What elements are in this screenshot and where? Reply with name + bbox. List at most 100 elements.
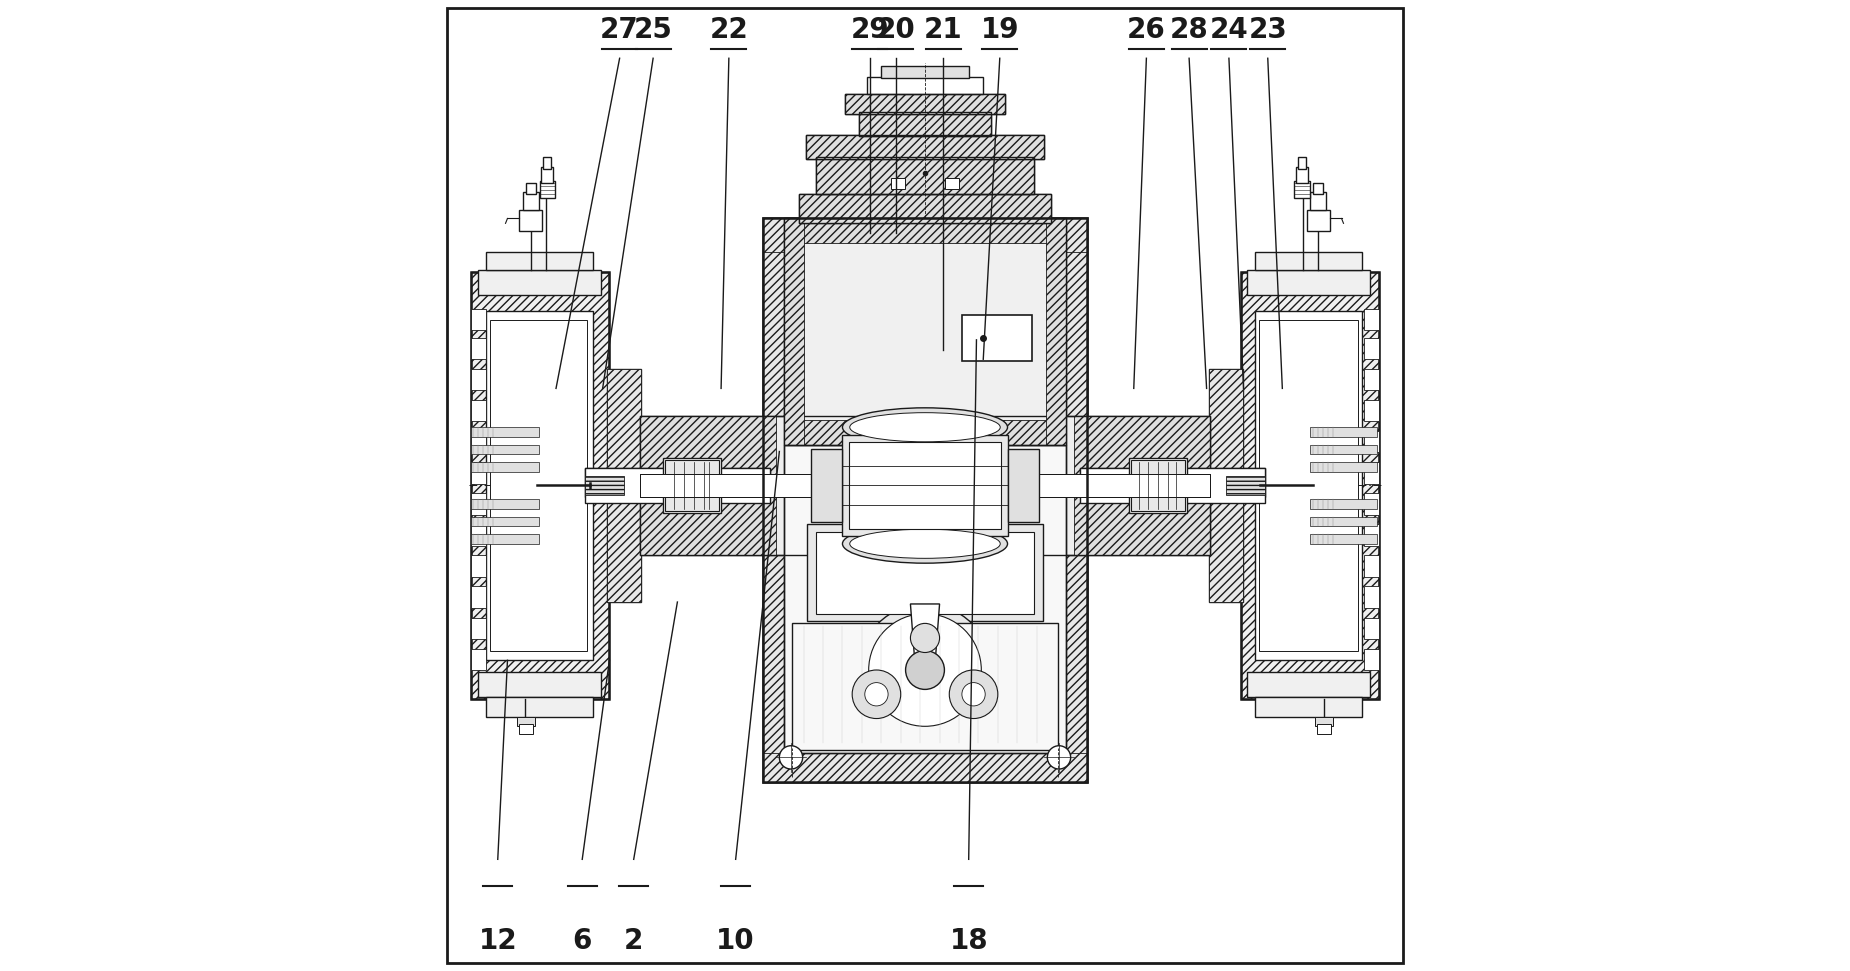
Bar [1363,618,1380,639]
Bar [520,210,542,231]
Bar [1363,524,1380,546]
Bar [1363,309,1380,330]
Text: 29: 29 [851,16,890,44]
Bar [858,112,992,136]
Bar [470,499,538,509]
Bar [470,462,538,472]
Bar [1315,717,1332,726]
Bar [858,112,992,136]
Bar [1363,555,1380,577]
Bar [858,112,992,136]
Bar [1317,724,1330,734]
Bar [1247,270,1369,295]
Circle shape [864,683,888,706]
Bar [640,474,1210,497]
Bar [1363,400,1380,421]
Bar [640,416,1210,555]
Polygon shape [910,604,940,668]
Bar [849,442,1001,529]
Bar [470,369,487,390]
Bar [1310,499,1378,509]
Bar [1254,252,1362,270]
Bar [1008,449,1038,522]
Bar [1060,218,1088,782]
Bar [805,135,1045,159]
Circle shape [853,670,901,719]
Bar [1363,431,1380,452]
Bar [816,157,1034,194]
Bar [1314,183,1323,194]
Circle shape [910,623,940,653]
Bar [540,181,555,198]
Bar [1208,369,1243,602]
Bar [470,272,609,699]
Bar [1241,272,1380,699]
Text: 18: 18 [949,927,988,955]
Bar [1363,493,1380,515]
Bar [490,320,586,651]
Bar [784,218,803,445]
Bar [470,445,538,454]
Text: 28: 28 [1169,16,1208,44]
Bar [470,534,538,544]
Bar [607,369,642,602]
Bar [1254,311,1362,660]
Bar [812,449,842,522]
Bar [607,369,642,602]
Bar [762,753,1088,782]
Bar [585,468,770,497]
Bar [762,218,1088,252]
Bar [1310,445,1378,454]
Text: 23: 23 [1249,16,1288,44]
Bar [520,724,533,734]
Bar [1080,468,1265,497]
Bar [1293,181,1310,198]
Bar [1047,218,1066,445]
Ellipse shape [842,408,1008,447]
Circle shape [870,614,981,726]
Ellipse shape [849,529,1001,558]
Bar [470,517,538,526]
Bar [816,532,1034,614]
Ellipse shape [849,413,1001,442]
Bar [470,649,487,670]
Text: 22: 22 [710,16,747,44]
Bar [470,493,487,515]
Bar [1310,192,1326,210]
Text: 27: 27 [599,16,638,44]
Bar [640,416,777,555]
Bar [816,157,1034,194]
Circle shape [779,746,803,769]
Text: 2: 2 [623,927,644,955]
Text: 24: 24 [1210,16,1249,44]
Bar [842,435,1008,536]
Bar [470,524,487,546]
Bar [1128,458,1188,513]
Bar [1306,210,1330,231]
Bar [1363,649,1380,670]
Bar [662,458,722,513]
Text: 20: 20 [877,16,916,44]
Bar [799,194,1051,223]
Bar [1295,167,1308,183]
Text: 6: 6 [572,927,592,955]
Circle shape [906,651,944,689]
Bar [1247,672,1369,697]
Bar [640,416,1210,555]
Bar [799,194,1051,223]
Bar [1363,462,1380,484]
Bar [845,94,1005,114]
Circle shape [962,683,986,706]
Bar [805,135,1045,159]
Bar [1208,369,1243,602]
Bar [1310,517,1378,526]
Bar [1363,586,1380,608]
Bar [784,420,1066,445]
Bar [762,218,1088,782]
Bar [470,462,487,484]
Text: 21: 21 [925,16,962,44]
Bar [945,178,958,189]
Text: 12: 12 [479,927,516,955]
Bar [487,311,592,660]
Text: 10: 10 [716,927,755,955]
